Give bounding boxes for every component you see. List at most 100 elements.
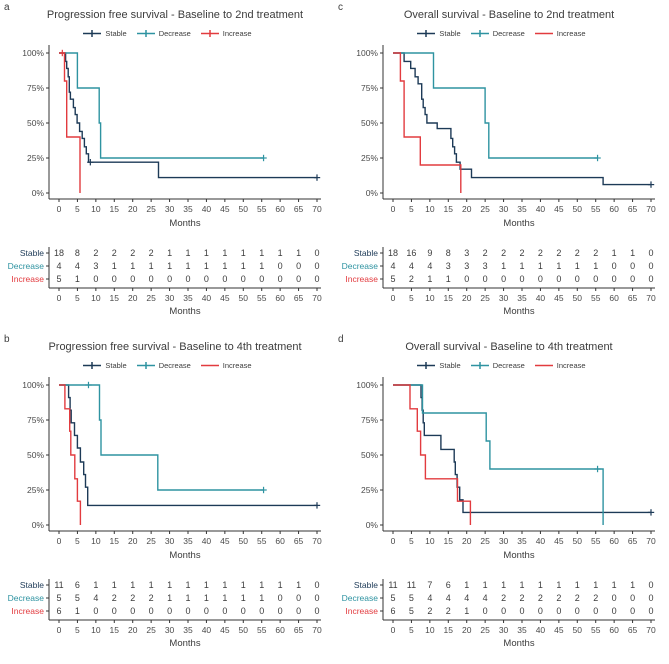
risk-count: 0 — [222, 274, 227, 284]
risk-count: 3 — [464, 248, 469, 258]
x-tick-label: 70 — [312, 536, 322, 546]
risk-count: 0 — [241, 274, 246, 284]
risk-count: 0 — [167, 606, 172, 616]
risk-row-label: Stable — [20, 580, 44, 590]
risk-count: 4 — [446, 593, 451, 603]
risk-count: 18 — [388, 248, 398, 258]
risk-x-axis-title: Months — [169, 306, 200, 317]
risk-count: 4 — [483, 593, 488, 603]
risk-count: 2 — [149, 593, 154, 603]
km-plot-svg: 100% 75% 50% 25% 0% 0 5 10 15 20 25 30 35 40 45 50 55 60 6… — [22, 45, 322, 229]
x-tick-label: 0 — [391, 536, 396, 546]
x-tick-label: 65 — [294, 204, 304, 214]
risk-count: 0 — [483, 274, 488, 284]
risk-count: 0 — [612, 606, 617, 616]
risk-x-tick-label: 65 — [628, 293, 638, 303]
risk-count: 1 — [75, 274, 80, 284]
x-tick-label: 45 — [554, 204, 564, 214]
panel-letter: d — [338, 334, 344, 345]
risk-count: 1 — [222, 261, 227, 271]
risk-count: 6 — [56, 606, 61, 616]
risk-count: 4 — [93, 593, 98, 603]
km-curve-stable — [59, 52, 317, 179]
risk-count: 0 — [112, 274, 117, 284]
risk-count: 1 — [538, 261, 543, 271]
risk-count: 3 — [93, 261, 98, 271]
risk-count: 0 — [464, 274, 469, 284]
x-tick-label: 50 — [573, 204, 583, 214]
risk-count: 1 — [575, 580, 580, 590]
risk-count: 2 — [538, 248, 543, 258]
risk-count: 0 — [204, 274, 209, 284]
risk-x-tick-label: 40 — [536, 625, 546, 635]
x-tick-label: 35 — [183, 536, 193, 546]
x-tick-label: 25 — [146, 536, 156, 546]
x-tick-label: 60 — [609, 204, 619, 214]
risk-x-tick-label: 0 — [391, 625, 396, 635]
risk-x-tick-label: 45 — [220, 625, 230, 635]
risk-count: 1 — [556, 580, 561, 590]
risk-count: 1 — [241, 261, 246, 271]
legend-label: Stable — [105, 361, 127, 370]
km-curve-increase — [393, 52, 462, 193]
x-tick-label: 5 — [409, 536, 414, 546]
legend-key-icon — [470, 30, 489, 37]
risk-count: 16 — [406, 248, 416, 258]
legend-key-icon — [136, 362, 155, 369]
panel-title: Overall survival - Baseline to 2nd treat… — [403, 9, 615, 21]
risk-x-tick-label: 25 — [146, 293, 156, 303]
x-tick-label: 55 — [257, 204, 267, 214]
risk-count: 0 — [593, 274, 598, 284]
risk-count: 4 — [75, 261, 80, 271]
legend-item-increase: Increase — [200, 29, 252, 38]
y-tick-label: 75% — [361, 83, 378, 93]
x-tick-label: 25 — [146, 204, 156, 214]
x-tick-label: 55 — [591, 204, 601, 214]
risk-x-tick-label: 45 — [554, 293, 564, 303]
risk-count: 1 — [93, 580, 98, 590]
risk-x-tick-label: 25 — [480, 625, 490, 635]
risk-count: 0 — [314, 593, 319, 603]
risk-count: 0 — [93, 606, 98, 616]
x-tick-label: 10 — [91, 204, 101, 214]
risk-count: 1 — [501, 580, 506, 590]
risk-x-tick-label: 35 — [183, 625, 193, 635]
risk-count: 8 — [446, 248, 451, 258]
legend-item-stable: Stable — [82, 361, 127, 370]
risk-x-tick-label: 0 — [57, 625, 62, 635]
risk-row-label: Decrease — [8, 261, 45, 271]
risk-x-tick-label: 15 — [444, 293, 454, 303]
legend-item-decrease: Decrease — [136, 361, 191, 370]
risk-count: 5 — [75, 593, 80, 603]
legend-label: Increase — [556, 361, 586, 370]
risk-x-tick-label: 25 — [480, 293, 490, 303]
risk-count: 2 — [112, 593, 117, 603]
x-tick-label: 60 — [275, 536, 285, 546]
risk-count: 1 — [612, 248, 617, 258]
risk-count: 2 — [427, 606, 432, 616]
risk-count: 2 — [149, 248, 154, 258]
risk-x-tick-label: 60 — [609, 293, 619, 303]
risk-row-label: Increase — [345, 606, 378, 616]
x-tick-label: 35 — [517, 536, 527, 546]
y-tick-label: 50% — [361, 118, 378, 128]
risk-count: 1 — [167, 248, 172, 258]
risk-count: 1 — [204, 593, 209, 603]
risk-count: 0 — [556, 274, 561, 284]
risk-count: 1 — [112, 580, 117, 590]
risk-count: 3 — [483, 261, 488, 271]
risk-count: 0 — [314, 261, 319, 271]
x-tick-label: 70 — [646, 536, 656, 546]
risk-x-tick-label: 10 — [425, 625, 435, 635]
risk-x-tick-label: 55 — [591, 293, 601, 303]
km-curve-decrease — [59, 384, 264, 491]
y-tick-label: 25% — [27, 153, 44, 163]
x-tick-label: 45 — [220, 204, 230, 214]
risk-row-label: Stable — [354, 248, 378, 258]
risk-count: 4 — [390, 261, 395, 271]
y-tick-label: 100% — [22, 380, 44, 390]
km-curve-stable — [393, 384, 651, 514]
risk-x-tick-label: 55 — [257, 625, 267, 635]
risk-row-label: Decrease — [342, 593, 379, 603]
risk-count: 1 — [241, 580, 246, 590]
